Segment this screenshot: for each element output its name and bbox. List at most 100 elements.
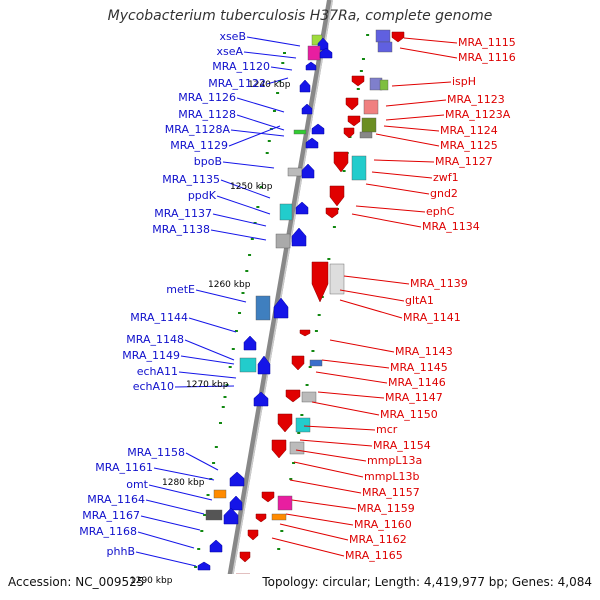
tick-dot [272,110,276,112]
gene-label-right[interactable]: MRA_1147 [385,391,443,404]
leader-line-right [383,125,440,132]
tick-dot [278,80,282,82]
gene-label-left[interactable]: MRA_1144 [130,311,188,324]
gene-label-right[interactable]: MRA_1145 [390,361,448,374]
gene-label-right[interactable]: MRA_1127 [435,155,493,168]
right-strand-gene-arrow [271,439,287,459]
gene-label-left[interactable]: metE [166,283,195,296]
tick-dot [356,88,360,90]
gene-label-right[interactable]: MRA_1123 [447,93,505,106]
gene-label-left[interactable]: phhB [106,545,135,558]
left-strand-gene-block [205,509,223,521]
gene-label-right[interactable]: MRA_1159 [357,502,415,515]
leader-line-right [279,523,349,541]
gene-label-left[interactable]: echA10 [132,380,174,393]
tick-dot [248,254,252,256]
gene-label-right[interactable]: MRA_1143 [395,345,453,358]
leader-line-left [222,161,275,169]
leader-line-left [174,385,235,388]
gene-label-left[interactable]: MRA_1122 [208,77,266,90]
gene-label-left[interactable]: MRA_1128A [164,123,230,136]
left-strand-gene-arrow [305,61,317,71]
kbp-marker: 1270 kbp [186,380,229,390]
gene-label-right[interactable]: MRA_1141 [403,311,461,324]
gene-label-right[interactable]: MRA_1134 [422,220,480,233]
gene-label-right[interactable]: gltA1 [405,294,434,307]
leader-line-right [291,499,357,510]
tick-dot [197,548,201,550]
gene-label-right[interactable]: mmpL13b [364,470,420,483]
kbp-marker: 1240 kbp [248,80,291,90]
tick-dot [292,462,296,464]
gene-label-left[interactable]: MRA_1158 [127,446,185,459]
leader-line-left [148,484,213,501]
gene-label-left[interactable]: MRA_1167 [82,509,140,522]
gene-label-left[interactable]: MRA_1138 [152,223,210,236]
gene-label-right[interactable]: MRA_1146 [388,376,446,389]
leader-line-left [210,229,267,241]
gene-label-right[interactable]: MRA_1160 [354,518,412,531]
tick-dot [194,566,198,568]
gene-label-right[interactable]: MRA_1162 [349,533,407,546]
right-strand-gene-arrow [247,529,259,541]
gene-label-left[interactable]: xseB [219,30,246,43]
right-strand-gene-block [375,29,391,43]
leader-line-right [315,371,388,384]
tick-dot [234,330,238,332]
gene-label-right[interactable]: MRA_1165 [345,549,403,562]
tick-dot [228,366,232,368]
kbp-marker: 1260 kbp [208,280,251,290]
gene-label-right[interactable]: MRA_1124 [440,124,498,137]
left-strand-gene-arrow [301,103,313,115]
tick-dot [238,312,242,314]
gene-label-right[interactable]: MRA_1115 [458,36,516,49]
gene-label-right[interactable]: MRA_1123A [445,108,511,121]
left-strand-gene-block [255,295,271,321]
gene-label-left[interactable]: MRA_1137 [154,207,212,220]
tick-dot [223,396,227,398]
gene-label-right[interactable]: MRA_1125 [440,139,498,152]
left-strand-gene-arrow [257,355,271,375]
gene-label-left[interactable]: MRA_1168 [79,525,137,538]
right-strand-gene-block [271,513,287,521]
gene-label-left[interactable]: MRA_1135 [162,173,220,186]
gene-label-right[interactable]: MRA_1154 [373,439,431,452]
gene-label-left[interactable]: MRA_1161 [95,461,153,474]
leader-line-right [365,183,430,195]
gene-label-right[interactable]: MRA_1150 [380,408,438,421]
gene-label-left[interactable]: MRA_1126 [178,91,236,104]
gene-label-left[interactable]: MRA_1149 [122,349,180,362]
gene-label-left[interactable]: MRA_1148 [126,333,184,346]
gene-label-right[interactable]: mmpL13a [367,454,423,467]
leader-line-right [385,114,445,121]
gene-label-right[interactable]: ephC [426,205,455,218]
left-strand-gene-arrow [301,163,315,179]
leader-line-left [270,66,293,71]
leader-line-left [228,125,281,147]
gene-label-right[interactable]: ispH [452,75,477,88]
gene-label-right[interactable]: mcr [376,423,398,436]
gene-label-left[interactable]: omt [126,478,148,491]
tick-dot [305,384,309,386]
tick-dot [256,206,260,208]
gene-label-left[interactable]: MRA_1164 [87,493,145,506]
leader-line-left [178,371,237,379]
gene-label-left[interactable]: MRA_1120 [212,60,270,73]
left-strand-gene-arrow [253,391,269,407]
right-strand-gene-arrow [347,115,361,127]
leader-line-right [285,513,354,526]
gene-label-left[interactable]: xseA [216,45,243,58]
gene-label-left[interactable]: MRA_1128 [178,108,236,121]
gene-label-left[interactable]: MRA_1129 [170,139,228,152]
gene-label-right[interactable]: zwf1 [433,171,459,184]
gene-label-left[interactable]: ppdK [187,189,216,202]
gene-label-left[interactable]: bpoB [193,155,222,168]
gene-label-right[interactable]: MRA_1157 [362,486,420,499]
genome-backbone [223,0,333,600]
tick-dot [250,238,254,240]
gene-label-left[interactable]: echA11 [136,365,178,378]
gene-label-right[interactable]: MRA_1139 [410,277,468,290]
leader-line-left [246,36,301,47]
gene-label-right[interactable]: gnd2 [430,187,458,200]
gene-label-right[interactable]: MRA_1116 [458,51,516,64]
